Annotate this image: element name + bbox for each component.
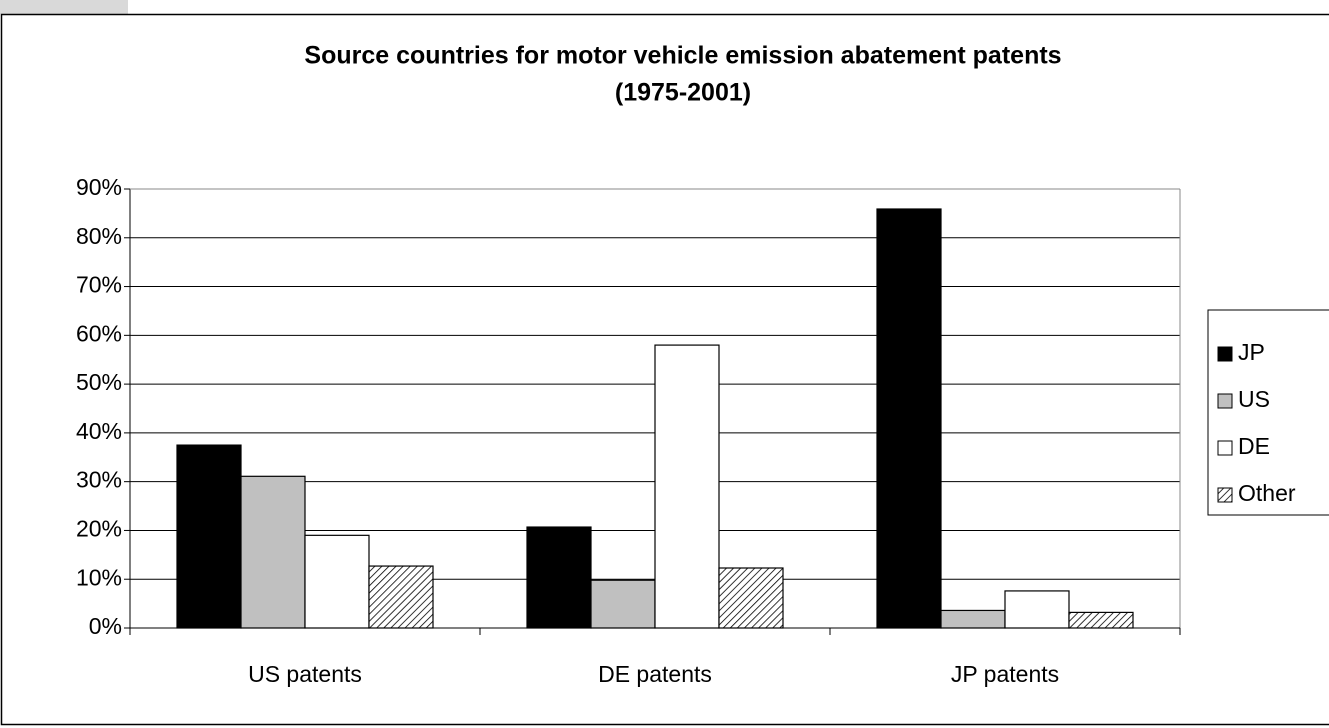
y-tick-label: 20% <box>76 516 122 542</box>
legend-label: JP <box>1238 339 1265 365</box>
bar <box>654 344 720 629</box>
bar <box>1004 590 1070 629</box>
y-tick-label: 0% <box>89 613 122 639</box>
x-tick-label: DE patents <box>598 661 712 687</box>
bar <box>1068 611 1134 629</box>
y-tick-label: 70% <box>76 272 122 298</box>
chart-title: Source countries for motor vehicle emiss… <box>304 42 1061 70</box>
y-tick-label: 10% <box>76 564 122 590</box>
bar <box>718 567 784 629</box>
legend-label: US <box>1238 386 1270 412</box>
y-tick-label: 80% <box>76 223 122 249</box>
bar <box>876 208 942 629</box>
bar <box>368 565 434 629</box>
y-tick-label: 30% <box>76 467 122 493</box>
legend-swatch <box>1217 393 1233 409</box>
bar <box>526 526 592 629</box>
bar <box>590 579 656 629</box>
tab <box>0 0 128 14</box>
y-tick-label: 60% <box>76 320 122 346</box>
bar <box>240 475 306 629</box>
y-tick-label: 40% <box>76 418 122 444</box>
legend-box <box>1207 309 1329 516</box>
legend-swatch <box>1217 487 1233 503</box>
bar <box>940 609 1006 629</box>
y-tick-label: 90% <box>76 174 122 200</box>
legend-swatch <box>1217 440 1233 456</box>
bar <box>176 444 242 629</box>
legend-label: DE <box>1238 433 1270 459</box>
bar <box>304 534 370 629</box>
x-tick-label: US patents <box>248 661 362 687</box>
y-tick-label: 50% <box>76 369 122 395</box>
x-tick-label: JP patents <box>951 661 1059 687</box>
legend-swatch <box>1217 346 1233 362</box>
legend-label: Other <box>1238 480 1296 506</box>
chart-subtitle: (1975-2001) <box>615 79 751 107</box>
